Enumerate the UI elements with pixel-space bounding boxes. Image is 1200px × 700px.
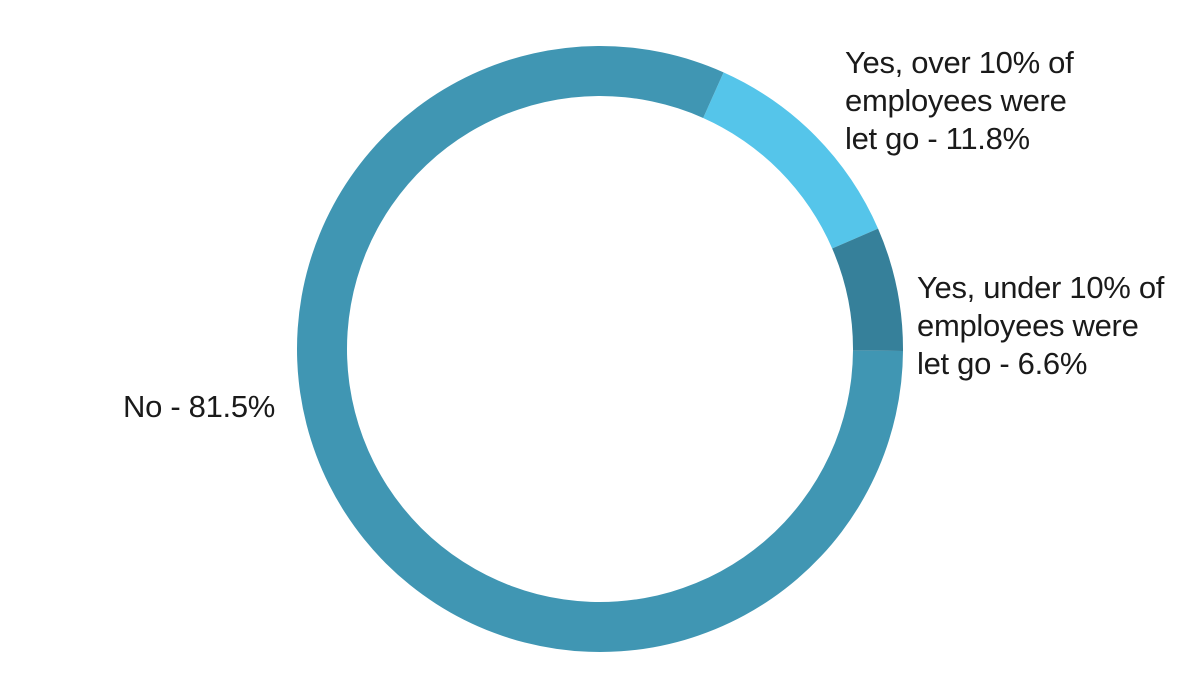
label-no: No - 81.5% xyxy=(123,389,275,424)
label-yes-under-10-line-3: let go - 6.6% xyxy=(917,346,1087,381)
label-yes-under-10: Yes, under 10% of employees were let go … xyxy=(917,270,1172,381)
slice-yes-over-10 xyxy=(703,72,879,249)
donut-slices xyxy=(296,45,903,652)
label-yes-over-10: Yes, over 10% of employees were let go -… xyxy=(845,45,1082,156)
slice-labels: Yes, over 10% of employees were let go -… xyxy=(123,45,1172,424)
label-yes-under-10-line-1: Yes, under 10% of xyxy=(917,270,1165,305)
label-yes-over-10-line-1: Yes, over 10% of xyxy=(845,45,1074,80)
label-yes-under-10-line-2: employees were xyxy=(917,308,1139,343)
label-yes-over-10-line-2: employees were xyxy=(845,83,1067,118)
slice-yes-under-10 xyxy=(832,228,903,351)
label-no-line-1: No - 81.5% xyxy=(123,389,275,424)
label-yes-over-10-line-3: let go - 11.8% xyxy=(845,121,1030,156)
